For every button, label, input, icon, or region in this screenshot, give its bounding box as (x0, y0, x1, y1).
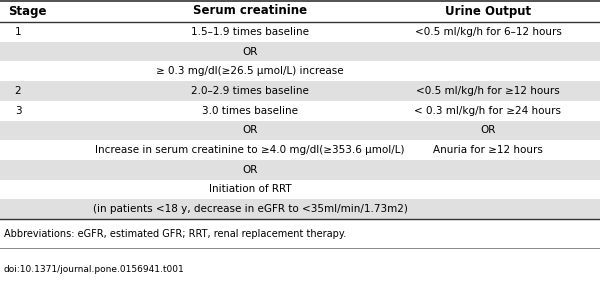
Text: 3: 3 (14, 106, 22, 116)
Text: <0.5 ml/kg/h for ≥12 hours: <0.5 ml/kg/h for ≥12 hours (416, 86, 560, 96)
Text: Initiation of RRT: Initiation of RRT (209, 184, 292, 195)
Bar (0, 199, 600, 219)
Text: 1.5–1.9 times baseline: 1.5–1.9 times baseline (191, 27, 309, 37)
Bar (0, 22, 600, 42)
Text: 3.0 times baseline: 3.0 times baseline (202, 106, 298, 116)
Bar (0, 140, 600, 160)
Text: Abbreviations: eGFR, estimated GFR; RRT, renal replacement therapy.: Abbreviations: eGFR, estimated GFR; RRT,… (4, 229, 346, 239)
Text: 2.0–2.9 times baseline: 2.0–2.9 times baseline (191, 86, 309, 96)
Text: <0.5 ml/kg/h for 6–12 hours: <0.5 ml/kg/h for 6–12 hours (415, 27, 562, 37)
Bar (0, 0, 600, 22)
Text: Serum creatinine: Serum creatinine (193, 5, 307, 18)
Bar (0, 42, 600, 61)
Text: Increase in serum creatinine to ≥4.0 mg/dl(≥353.6 μmol/L): Increase in serum creatinine to ≥4.0 mg/… (95, 145, 405, 155)
Text: 2: 2 (14, 86, 22, 96)
Text: ≥ 0.3 mg/dl(≥26.5 μmol/L) increase: ≥ 0.3 mg/dl(≥26.5 μmol/L) increase (156, 66, 344, 76)
Text: Anuria for ≥12 hours: Anuria for ≥12 hours (433, 145, 543, 155)
Text: OR: OR (242, 125, 257, 135)
Bar (0, 160, 600, 179)
Bar (0, 101, 600, 120)
Text: Stage: Stage (8, 5, 47, 18)
Bar (0, 179, 600, 199)
Text: OR: OR (242, 47, 257, 57)
Text: OR: OR (242, 165, 257, 175)
Text: < 0.3 ml/kg/h for ≥24 hours: < 0.3 ml/kg/h for ≥24 hours (415, 106, 562, 116)
Text: Urine Output: Urine Output (445, 5, 531, 18)
Text: (in patients <18 y, decrease in eGFR to <35ml/min/1.73m2): (in patients <18 y, decrease in eGFR to … (92, 204, 407, 214)
Text: OR: OR (481, 125, 496, 135)
Bar (0, 61, 600, 81)
Text: 1: 1 (14, 27, 22, 37)
Text: doi:10.1371/journal.pone.0156941.t001: doi:10.1371/journal.pone.0156941.t001 (4, 266, 185, 275)
Bar (0, 81, 600, 101)
Bar (0, 120, 600, 140)
